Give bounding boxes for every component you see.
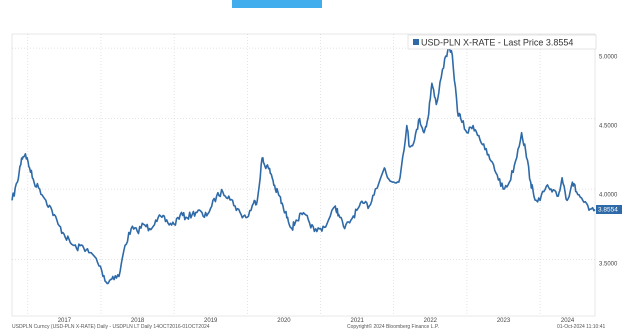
last-price-label: 3.8554 bbox=[598, 207, 618, 214]
top-accent-strip bbox=[232, 0, 322, 8]
plot-area bbox=[11, 33, 596, 317]
footer-copyright: Copyright© 2024 Bloomberg Finance L.P. bbox=[347, 323, 439, 330]
gridlines bbox=[12, 34, 595, 316]
legend: USD-PLN X-RATE - Last Price 3.8554 bbox=[407, 34, 597, 50]
x-tick-label: 2019 bbox=[204, 318, 218, 324]
last-price-box bbox=[596, 205, 622, 214]
footer-timestamp: 01-Oct-2024 11:10:41 bbox=[557, 324, 605, 330]
y-axis: 3.5000 4.0000 4.5000 5.0000 bbox=[599, 55, 618, 268]
x-tick-label: 2020 bbox=[277, 318, 291, 324]
x-tick-label: 2022 bbox=[424, 318, 438, 324]
x-tick-label: 2024 bbox=[561, 318, 575, 324]
x-axis: 2017 2018 2019 2020 2021 2022 2023 2024 bbox=[58, 318, 575, 324]
x-tick-label: 2017 bbox=[58, 318, 72, 324]
legend-label: USD-PLN X-RATE - Last Price 3.8554 bbox=[421, 38, 573, 48]
legend-box bbox=[407, 34, 597, 50]
y-tick-label: 4.5000 bbox=[599, 124, 618, 130]
footer-source: USDPLN Curncy (USD-PLN X-RATE) Daily - U… bbox=[12, 324, 210, 330]
x-tick-label: 2021 bbox=[351, 318, 365, 324]
y-tick-label: 4.0000 bbox=[599, 193, 618, 199]
x-tick-label: 2023 bbox=[497, 318, 511, 324]
legend-swatch bbox=[413, 39, 419, 45]
y-tick-label: 5.0000 bbox=[599, 55, 618, 61]
usd-pln-line bbox=[11, 46, 596, 285]
x-tick-label: 2018 bbox=[131, 318, 145, 324]
y-tick-label: 3.5000 bbox=[599, 262, 618, 268]
last-price-marker: 3.8554 bbox=[596, 205, 622, 214]
